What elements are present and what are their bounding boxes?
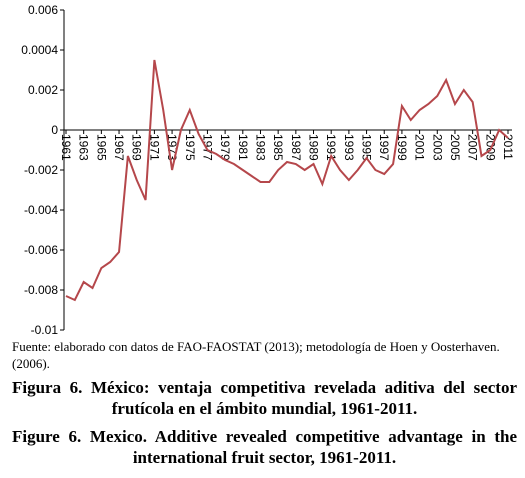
x-tick-label: 1975: [183, 134, 197, 161]
y-tick-label: -0.01: [31, 323, 59, 337]
y-tick-label: -0.006: [24, 243, 58, 257]
x-tick-label: 1961: [59, 134, 73, 161]
x-tick-label: 1991: [324, 134, 338, 161]
chart: 0.006 0.0004 0.002 0 -0.002 -0.004 -0.006 -0.00…: [21, 3, 515, 337]
x-tick-label: 1979: [218, 134, 232, 161]
x-tick-label: 2005: [448, 134, 462, 161]
x-tick-label: 1981: [236, 134, 250, 161]
x-tick-label: 1987: [289, 134, 303, 161]
x-tick-label: 1967: [112, 134, 126, 161]
x-tick-label: 2011: [501, 134, 515, 160]
x-tick-label: 1993: [342, 134, 356, 161]
x-tick-label: 1977: [200, 134, 214, 161]
x-tick-label: 1983: [253, 134, 267, 161]
y-tick-label: 0.002: [28, 83, 58, 97]
x-tick-label: 1995: [360, 134, 374, 161]
x-tick-label: 1965: [94, 134, 108, 161]
x-tick-label: 1969: [130, 134, 144, 161]
y-tick-label: -0.002: [24, 163, 58, 177]
y-tick-label: 0.0004: [21, 43, 58, 57]
x-tick-label: 1971: [147, 134, 161, 161]
x-tick-label: 1963: [77, 134, 91, 161]
data-line: [65, 59, 509, 302]
y-tick-label: 0: [51, 123, 58, 137]
y-tick-label: -0.008: [24, 283, 58, 297]
x-tick-label: 1999: [395, 134, 409, 161]
x-tick-label: 2003: [430, 134, 444, 161]
y-tick-label: -0.004: [24, 203, 58, 217]
caption-es: Figura 6. México: ventaja competitiva re…: [12, 378, 517, 418]
source-note: Fuente: elaborado con datos de FAO-FAOST…: [12, 339, 500, 371]
x-tick-label: 2007: [466, 134, 480, 161]
caption-en: Figure 6. Mexico. Additive revealed comp…: [12, 427, 517, 467]
y-tick-label: 0.006: [28, 3, 58, 17]
x-tick-label: 2001: [413, 134, 427, 161]
x-tick-label: 1985: [271, 134, 285, 161]
x-tick-label: 1997: [377, 134, 391, 161]
x-tick-label: 1989: [307, 134, 321, 161]
